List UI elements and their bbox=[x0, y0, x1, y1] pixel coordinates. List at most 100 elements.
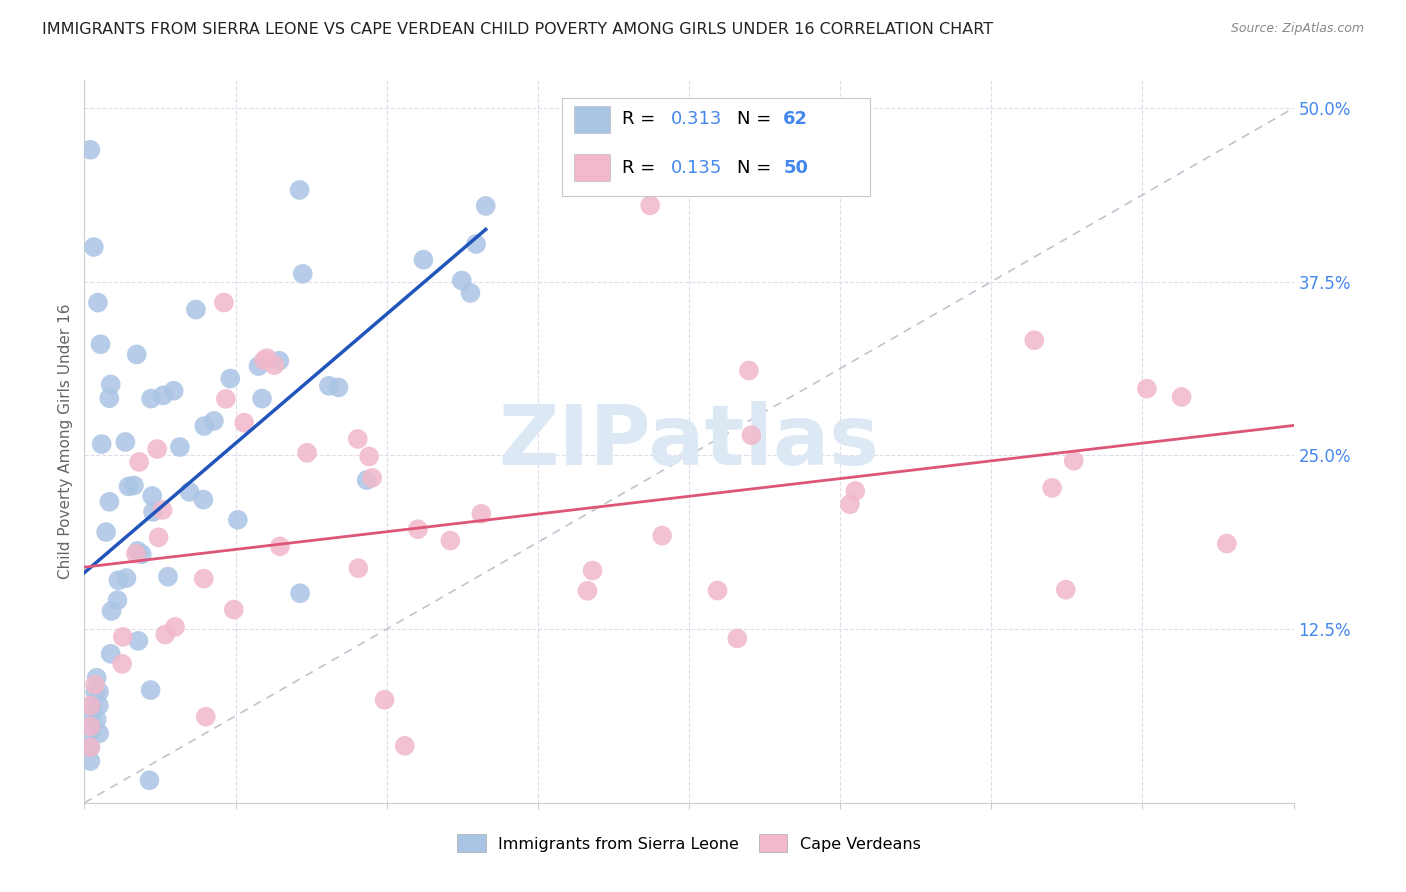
Point bbox=[163, 384, 186, 398]
Point bbox=[98, 391, 121, 405]
Text: ZIPatlas: ZIPatlas bbox=[499, 401, 879, 482]
Point bbox=[100, 377, 122, 392]
Text: R =: R = bbox=[623, 111, 661, 128]
Point bbox=[226, 513, 249, 527]
Point bbox=[1040, 481, 1063, 495]
Text: 0.135: 0.135 bbox=[671, 159, 723, 177]
Point bbox=[347, 561, 370, 575]
Point bbox=[738, 363, 761, 377]
Point bbox=[193, 492, 215, 507]
Point bbox=[139, 392, 162, 406]
Point bbox=[269, 540, 291, 554]
Point bbox=[1063, 454, 1085, 468]
Point bbox=[179, 484, 201, 499]
Point bbox=[291, 267, 314, 281]
Point bbox=[84, 678, 107, 692]
Point bbox=[725, 632, 748, 646]
Point bbox=[838, 497, 860, 511]
Point bbox=[122, 478, 145, 492]
Point bbox=[94, 524, 117, 539]
Point bbox=[87, 684, 110, 698]
Point bbox=[79, 143, 101, 157]
Point bbox=[256, 351, 278, 366]
Text: N =: N = bbox=[737, 111, 778, 128]
Point bbox=[131, 547, 153, 561]
Point bbox=[152, 388, 174, 402]
Point bbox=[844, 483, 866, 498]
Point bbox=[184, 302, 207, 317]
Point bbox=[148, 530, 170, 544]
Text: Source: ZipAtlas.com: Source: ZipAtlas.com bbox=[1230, 22, 1364, 36]
Point bbox=[406, 522, 429, 536]
Point bbox=[219, 371, 242, 385]
Point bbox=[117, 479, 139, 493]
Point bbox=[138, 773, 160, 788]
Point bbox=[83, 240, 105, 254]
Point bbox=[215, 392, 238, 406]
Legend: Immigrants from Sierra Leone, Cape Verdeans: Immigrants from Sierra Leone, Cape Verde… bbox=[449, 827, 929, 860]
Point bbox=[90, 437, 112, 451]
Text: 0.313: 0.313 bbox=[671, 111, 723, 128]
Point bbox=[470, 507, 492, 521]
Point bbox=[465, 237, 488, 252]
Point bbox=[89, 337, 111, 351]
Point bbox=[87, 698, 110, 713]
Point bbox=[1216, 536, 1239, 550]
Point bbox=[288, 586, 311, 600]
Point bbox=[142, 505, 165, 519]
Point bbox=[581, 564, 603, 578]
Point bbox=[156, 569, 179, 583]
Point bbox=[115, 571, 138, 585]
Point bbox=[651, 529, 673, 543]
Point bbox=[202, 414, 225, 428]
Point bbox=[295, 446, 318, 460]
Point bbox=[79, 740, 101, 755]
Point bbox=[79, 713, 101, 727]
Point bbox=[412, 252, 434, 267]
Text: 62: 62 bbox=[783, 111, 808, 128]
Point bbox=[250, 392, 273, 406]
Point bbox=[107, 593, 129, 607]
Point bbox=[439, 533, 461, 548]
Point bbox=[146, 442, 169, 456]
Point bbox=[193, 419, 215, 434]
Point bbox=[127, 633, 149, 648]
Point bbox=[359, 450, 381, 464]
Point bbox=[288, 183, 311, 197]
Point bbox=[740, 428, 762, 442]
Point bbox=[1136, 382, 1159, 396]
Point bbox=[107, 574, 129, 588]
Point bbox=[169, 440, 191, 454]
Point bbox=[87, 295, 110, 310]
Point bbox=[86, 713, 108, 727]
Text: N =: N = bbox=[737, 159, 778, 177]
Point bbox=[86, 671, 108, 685]
Point bbox=[80, 698, 103, 713]
Point bbox=[706, 583, 728, 598]
Point bbox=[194, 710, 217, 724]
Point bbox=[193, 572, 215, 586]
Point bbox=[79, 754, 101, 768]
Point bbox=[269, 353, 291, 368]
Point bbox=[127, 544, 149, 558]
Point bbox=[253, 353, 276, 368]
Point bbox=[1054, 582, 1077, 597]
Text: IMMIGRANTS FROM SIERRA LEONE VS CAPE VERDEAN CHILD POVERTY AMONG GIRLS UNDER 16 : IMMIGRANTS FROM SIERRA LEONE VS CAPE VER… bbox=[42, 22, 993, 37]
Point bbox=[114, 434, 136, 449]
Point bbox=[98, 495, 121, 509]
Point bbox=[361, 471, 384, 485]
FancyBboxPatch shape bbox=[574, 154, 610, 181]
Point bbox=[247, 359, 270, 373]
Point bbox=[450, 273, 472, 287]
Point bbox=[79, 698, 101, 713]
Point bbox=[394, 739, 416, 753]
Point bbox=[155, 627, 177, 641]
Point bbox=[100, 604, 122, 618]
Y-axis label: Child Poverty Among Girls Under 16: Child Poverty Among Girls Under 16 bbox=[58, 304, 73, 579]
Point bbox=[89, 726, 111, 740]
Point bbox=[474, 199, 496, 213]
Point bbox=[212, 295, 235, 310]
Point bbox=[346, 432, 368, 446]
Point bbox=[356, 473, 378, 487]
Point bbox=[328, 380, 350, 394]
